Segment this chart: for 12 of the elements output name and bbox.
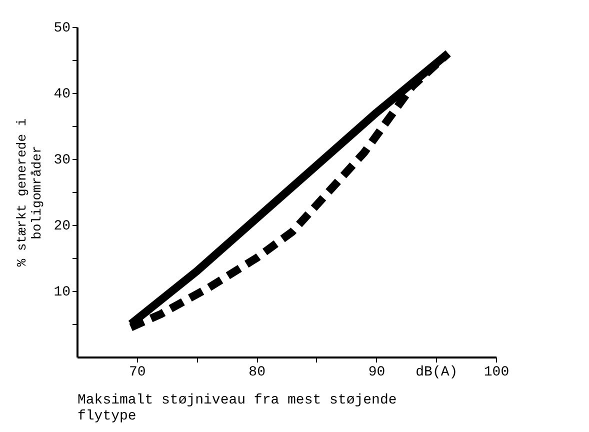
y-axis-title: % stærkt generede i boligområder [14,118,45,267]
x-tick-label: 100 [484,364,510,380]
x-tick-label: 70 [128,364,146,380]
x-tick-label: 80 [248,364,266,380]
y-tick-label: 50 [54,20,70,36]
x-tick-label: 90 [368,364,386,380]
y-tick-label: 30 [54,152,70,168]
y-tick-label: 40 [54,86,70,102]
x-tick-label: dB(A) [416,364,458,380]
y-tick-label: 20 [54,218,70,234]
y-tick-label: 10 [54,284,70,300]
x-axis-title: Maksimalt støjniveau fra mest støjende flytype [78,392,397,424]
